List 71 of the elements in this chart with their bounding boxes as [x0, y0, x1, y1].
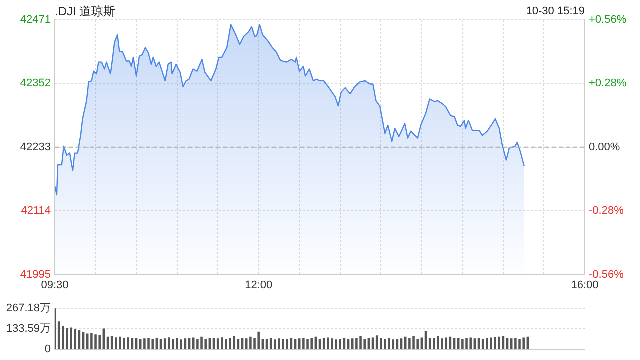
y-tick-label: 0 — [44, 343, 51, 356]
bar — [522, 338, 525, 350]
bar — [518, 338, 521, 350]
y-tick-label: 133.59万 — [6, 323, 51, 336]
y2-tick-label: +0.28% — [589, 78, 627, 90]
bar — [441, 338, 444, 350]
bar — [148, 338, 150, 350]
bar — [408, 338, 411, 350]
bar — [412, 336, 415, 350]
bar — [94, 334, 97, 350]
bar — [466, 338, 468, 350]
y2-tick-label: -0.56% — [589, 268, 624, 281]
bar — [98, 335, 101, 350]
bar — [282, 338, 284, 350]
bar — [119, 336, 122, 350]
bar — [229, 338, 232, 350]
bar — [278, 338, 280, 350]
y2-tick-label: +0.56% — [589, 14, 627, 26]
bar — [306, 339, 309, 350]
bar — [250, 336, 252, 350]
bar — [433, 338, 436, 350]
bar — [200, 336, 203, 350]
bar — [310, 338, 313, 350]
bar — [204, 338, 207, 350]
bar — [302, 338, 305, 350]
bar — [176, 338, 178, 350]
bar — [144, 338, 146, 350]
bar — [356, 338, 358, 350]
bar — [384, 338, 386, 350]
bar — [123, 338, 126, 350]
y-tick-label: 42471 — [20, 14, 51, 26]
y-tick-label: 42233 — [20, 141, 51, 154]
bar — [331, 338, 334, 350]
bar — [90, 333, 93, 350]
bar — [437, 336, 440, 350]
bar — [514, 338, 517, 350]
bar — [70, 328, 72, 350]
bar — [364, 338, 366, 350]
y-tick-label: 41995 — [20, 268, 51, 281]
bar — [168, 338, 170, 350]
y2-tick-label: 0.00% — [589, 141, 620, 154]
bar — [470, 338, 472, 350]
bar — [462, 338, 464, 350]
bar — [486, 338, 488, 350]
bar — [335, 340, 338, 350]
bar — [327, 338, 330, 350]
bar — [258, 332, 260, 350]
bar — [115, 338, 118, 350]
bar — [494, 337, 496, 350]
y-tick-label: 42352 — [20, 78, 51, 90]
bar — [274, 340, 276, 350]
y-tick-label: 42114 — [21, 205, 51, 218]
bar — [388, 338, 390, 350]
chart-title: .DJI 道琼斯 — [55, 4, 116, 18]
y2-tick-label: -0.28% — [589, 205, 624, 218]
bar — [360, 336, 362, 350]
y-tick-label: 267.18万 — [6, 302, 51, 315]
bar — [380, 338, 382, 350]
bar — [490, 338, 492, 350]
x-tick-label: 16:00 — [571, 279, 599, 292]
bar — [416, 338, 419, 350]
x-tick-label: 09:30 — [41, 279, 69, 292]
bar — [196, 339, 199, 350]
bar — [152, 338, 154, 350]
bar — [62, 326, 64, 350]
bar — [221, 338, 224, 350]
text: 10-30 15:19 — [526, 6, 585, 18]
bar — [225, 339, 228, 350]
x-tick-label: 12:00 — [245, 279, 273, 292]
bar — [172, 338, 174, 350]
bar — [66, 328, 68, 350]
